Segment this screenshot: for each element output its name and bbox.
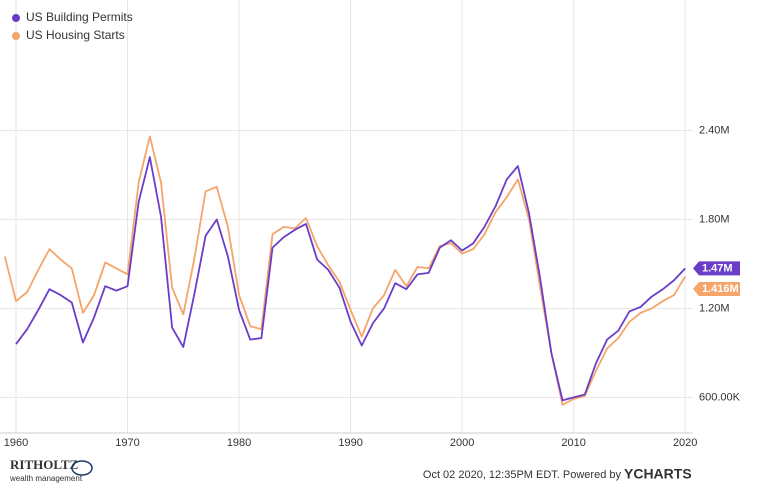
series-line [3, 135, 686, 406]
grid [0, 0, 693, 433]
value-label: 1.416M [702, 283, 739, 295]
x-tick-label: 1970 [115, 437, 139, 449]
brand-logo: RITHOLTZ [10, 457, 78, 472]
value-tag [693, 282, 740, 296]
legend-label: US Building Permits [26, 10, 133, 24]
brand-subtitle: wealth management [9, 474, 83, 483]
x-tick-label: 1960 [4, 437, 28, 449]
source-note: Oct 02 2020, 12:35PM EDT. Powered by [423, 469, 622, 481]
ycharts-logo: YCHARTS [624, 466, 692, 482]
x-tick-label: 2010 [561, 437, 585, 449]
y-tick-label: 600.00K [699, 391, 741, 403]
legend-label: US Housing Starts [26, 28, 125, 42]
brand-emblem [71, 460, 93, 476]
series-line [15, 156, 686, 402]
y-tick-label: 2.40M [699, 124, 730, 136]
x-tick-label: 2000 [450, 437, 474, 449]
legend-marker [12, 32, 20, 40]
x-tick-label: 1990 [338, 437, 362, 449]
y-tick-label: 1.80M [699, 213, 730, 225]
legend-marker [12, 14, 20, 22]
x-tick-label: 1980 [227, 437, 251, 449]
value-tag [693, 261, 740, 276]
x-tick-label: 2020 [673, 437, 697, 449]
y-tick-label: 1.20M [699, 302, 730, 314]
value-label: 1.47M [702, 262, 733, 274]
